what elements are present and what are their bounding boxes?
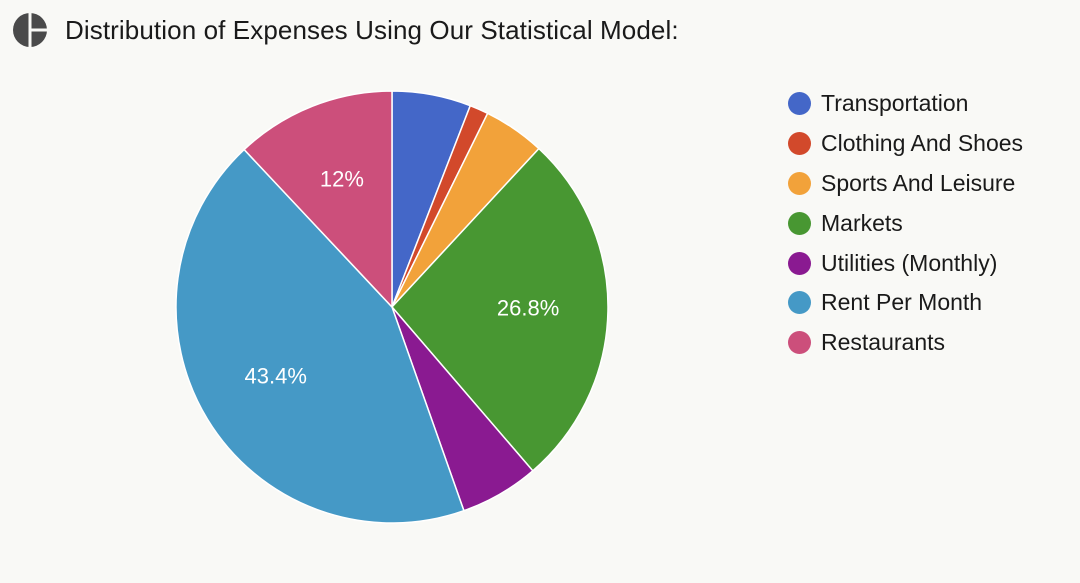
- legend-item[interactable]: Utilities (Monthly): [788, 243, 1078, 283]
- chart-title: Distribution of Expenses Using Our Stati…: [65, 14, 679, 45]
- legend-label: Sports And Leisure: [821, 169, 1016, 196]
- pie-slice-rent-per-month[interactable]: [175, 148, 465, 524]
- legend-swatch: [788, 171, 811, 195]
- chart-header: Distribution of Expenses Using Our Stati…: [12, 12, 679, 48]
- legend-swatch: [788, 291, 811, 315]
- slice-data-label: 12%: [320, 166, 364, 191]
- pie-slice-markets[interactable]: [390, 147, 609, 472]
- pie-slices: [175, 90, 609, 524]
- legend-swatch: [788, 92, 811, 116]
- legend-item[interactable]: Clothing And Shoes: [788, 124, 1078, 164]
- legend-label: Utilities (Monthly): [821, 249, 998, 276]
- legend-label: Transportation: [821, 90, 969, 117]
- slice-data-label: 26.8%: [497, 295, 559, 320]
- pie-chart-icon: [13, 13, 47, 47]
- legend-item[interactable]: Rent Per Month: [788, 283, 1078, 323]
- legend-swatch: [788, 211, 811, 235]
- legend-label: Clothing And Shoes: [821, 130, 1024, 157]
- legend-label: Markets: [821, 209, 903, 236]
- legend-label: Restaurants: [821, 329, 946, 356]
- pie-slice-restaurants[interactable]: [243, 90, 393, 309]
- legend-swatch: [788, 251, 811, 275]
- legend-item[interactable]: Markets: [788, 203, 1078, 243]
- legend-swatch: [788, 331, 811, 355]
- legend-label: Rent Per Month: [821, 289, 983, 316]
- legend-item[interactable]: Transportation: [788, 84, 1078, 124]
- chart-legend: Transportation Clothing And Shoes Sports A…: [788, 84, 1078, 363]
- legend-swatch: [788, 132, 811, 156]
- legend-item[interactable]: Restaurants: [788, 323, 1078, 363]
- legend-item[interactable]: Sports And Leisure: [788, 164, 1078, 204]
- slice-data-label: 43.4%: [245, 364, 307, 389]
- pie-labels: 26.8% 43.4% 12%: [245, 166, 560, 388]
